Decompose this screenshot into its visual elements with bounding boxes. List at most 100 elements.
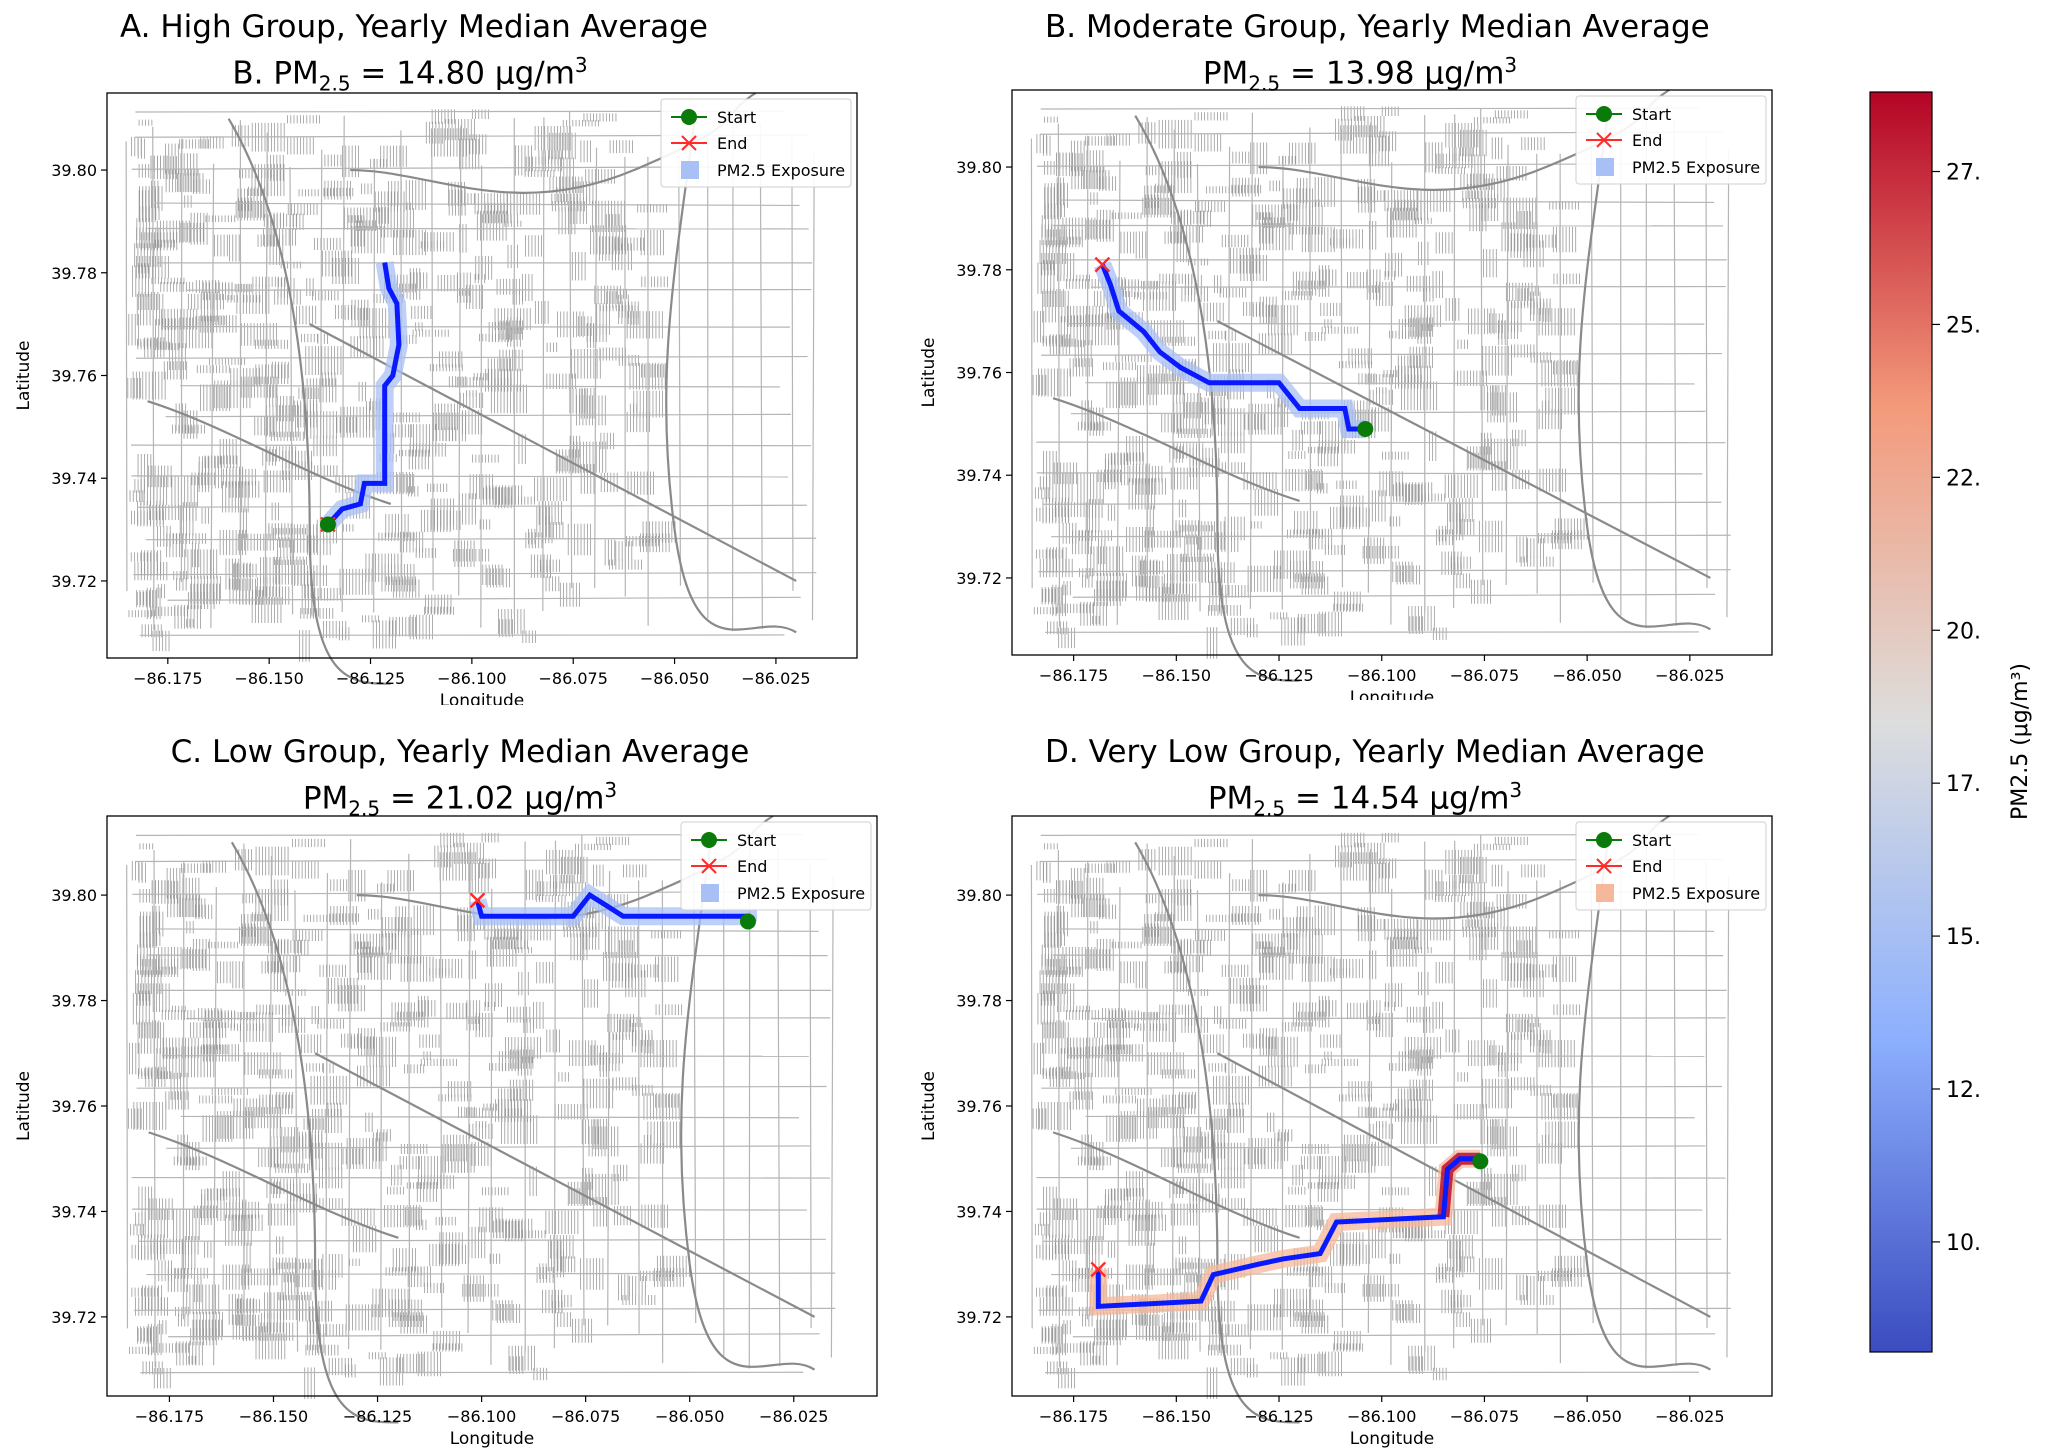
street-block [596,836,630,846]
street-block [233,563,257,578]
street-block [1098,539,1106,565]
street-block [1207,605,1241,616]
street-block [1178,1163,1211,1173]
street-block [137,1326,158,1344]
street-block [139,843,154,850]
street-block [139,915,157,948]
x-tick-label: −86.175 [1039,666,1108,685]
street-block [536,881,573,896]
start-marker [1357,421,1374,437]
street-block [241,1268,278,1286]
street-block [1298,1011,1325,1021]
panel-d-title-line1: D. Very Low Group, Yearly Median Average [1045,734,1705,770]
street-block [1106,860,1130,873]
street-block [1038,368,1071,397]
street-block [1306,471,1323,490]
street-block [1298,280,1325,290]
street-block [393,229,426,256]
street-block [392,424,413,438]
street-block [498,609,525,634]
street-block [1516,1274,1527,1301]
street-block [1289,205,1323,235]
street-block [481,832,499,843]
street-block [1421,1055,1433,1064]
road-line [1036,472,1703,475]
road-line [1116,887,1121,1366]
x-tick-label: −86.050 [1552,1407,1621,1426]
street-block [499,619,513,638]
road-line [154,202,800,207]
street-block [507,244,518,269]
street-block [1340,1244,1370,1265]
street-block [525,869,543,900]
street-block [314,237,341,251]
map-panel-c: −86.175 −86.150 −86.125 −86.100 −86.075 −86.0… [14,815,878,1449]
street-block [1552,226,1577,253]
street-block [542,576,560,592]
street-block [1384,918,1418,940]
street-block [1063,1320,1071,1335]
street-block [655,1004,683,1016]
road-line [166,1145,810,1149]
street-block [1539,1204,1566,1228]
panel-b-title-line2: PM2.5 = 13.98 μg/m3 [1202,53,1518,96]
street-block [487,358,511,389]
street-block [1170,1203,1198,1226]
street-block [448,189,466,216]
street-block [1473,117,1510,124]
street-block [1107,504,1119,521]
street-block [227,295,261,303]
street-block [626,311,663,339]
street-block [1302,1143,1329,1154]
street-block [505,496,535,505]
street-block [274,289,301,305]
street-block [131,1244,165,1259]
street-block [1348,1081,1372,1098]
street-network [126,815,836,1424]
street-block [1517,211,1532,223]
street-block [132,371,166,400]
street-block [437,275,461,292]
street-block [1527,1276,1544,1296]
street-block [569,1040,596,1067]
road-line [1090,1017,1726,1020]
street-block [1379,471,1403,497]
street-block [629,362,666,390]
street-block [1375,1012,1393,1038]
street-block [338,985,365,1012]
street-block [1473,843,1510,851]
legend: Start End PM2.5 Exposure [1575,821,1767,911]
street-block [1347,1002,1371,1020]
street-block [1247,1364,1258,1378]
street-block [228,1293,243,1325]
street-block [136,218,151,241]
road-line [1057,123,1061,627]
y-axis-label: Latitude [919,1071,939,1141]
street-block [427,483,448,493]
panel-a-title: A. High Group, Yearly Median Average B. … [120,8,708,103]
street-block [1178,428,1211,438]
panel-d-title: D. Very Low Group, Yearly Median Average… [1045,733,1705,828]
street-block [1394,928,1422,950]
street-block [384,1205,421,1228]
street-block [366,1036,397,1067]
street-block [574,843,611,851]
street-block [1175,523,1193,533]
colorbar-tick-label: 15.0 [1946,925,1980,950]
street-block [618,1274,629,1301]
street-block [1044,915,1061,948]
street-block [563,919,590,932]
street-block [324,154,342,167]
road-line [1249,112,1254,609]
street-block [1252,304,1277,318]
road-line [1281,882,1284,1350]
street-block [276,1236,284,1255]
street-block [361,183,375,195]
street-block [1512,429,1526,447]
street-block [134,243,161,268]
x-tick-label: −86.075 [539,669,608,688]
street-block [270,1115,281,1138]
road-line [213,887,217,1366]
road-line [325,873,329,1336]
street-block [1046,959,1083,977]
